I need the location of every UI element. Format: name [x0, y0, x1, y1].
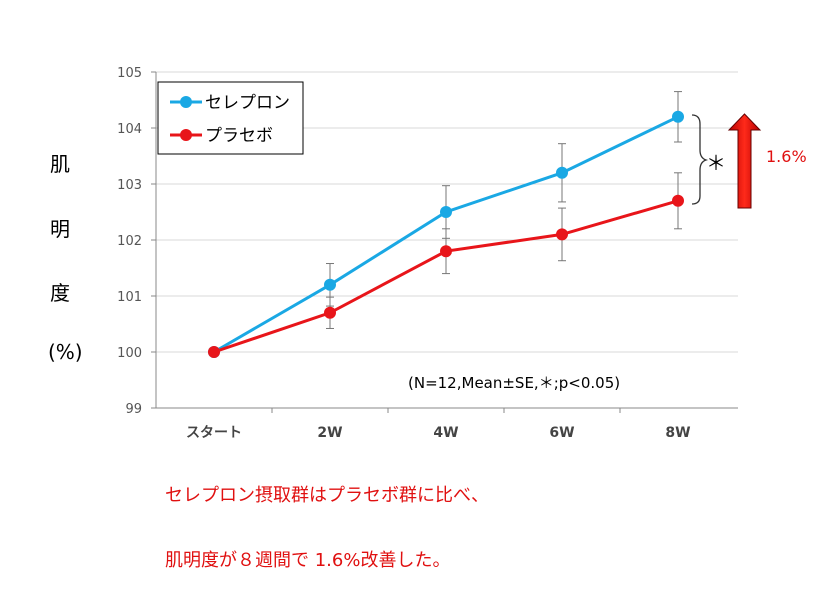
gridlines [151, 71, 738, 413]
y-tick-label: 100 [117, 346, 142, 361]
chart: 99 100 101 102 103 104 105 スタート 2W 4W 6W 8W セレプロン … [117, 66, 807, 441]
data-point [672, 110, 684, 123]
caption-line-1: セレプロン摂取群はプラセボ群に比べ、 [165, 485, 489, 506]
data-point [208, 346, 220, 358]
data-point [556, 166, 568, 179]
y-tick-label: 105 [117, 66, 142, 81]
data-point [440, 245, 452, 258]
significance-brace [691, 114, 709, 205]
y-axis-label-char: 明 [50, 217, 70, 241]
legend-label: プラセボ [205, 126, 273, 146]
data-point [556, 228, 568, 241]
y-tick-labels: 99 100 101 102 103 104 105 [117, 66, 142, 417]
y-tick-label: 101 [117, 290, 142, 305]
legend-box [157, 81, 304, 155]
legend-swatch-marker [180, 96, 192, 108]
y-tick-label: 103 [117, 178, 142, 193]
stats-annotation: (N=12,Mean±SE,＊;p<0.05) [408, 374, 620, 392]
increase-arrow [727, 113, 762, 209]
x-tick-label: 8W [665, 425, 690, 441]
error-bars [326, 91, 682, 329]
y-tick-label: 104 [117, 122, 142, 137]
x-tick-label: 4W [433, 425, 458, 441]
y-tick-label: 99 [125, 402, 142, 417]
data-point [672, 194, 684, 207]
x-tick-label: 2W [317, 425, 342, 441]
y-axis-label-char: 肌 [50, 152, 70, 176]
y-tick-label: 102 [117, 234, 142, 249]
data-points [208, 110, 684, 358]
legend-swatch-marker [180, 129, 192, 141]
data-point [440, 206, 452, 218]
legend: セレプロン プラセボ [157, 81, 304, 155]
data-point [324, 306, 336, 319]
y-axis-label-unit: (%) [48, 340, 83, 364]
x-tick-label: スタート [186, 425, 242, 441]
caption-line-2: 肌明度が８週間で 1.6%改善した。 [165, 550, 451, 571]
significance-asterisk: ＊ [706, 151, 726, 175]
x-tick-label: 6W [549, 425, 574, 441]
data-point [324, 278, 336, 291]
legend-label: セレプロン [205, 93, 290, 113]
x-tick-labels: スタート 2W 4W 6W 8W [186, 425, 691, 441]
increase-label: 1.6% [766, 147, 807, 166]
y-axis-label-char: 度 [50, 281, 70, 305]
